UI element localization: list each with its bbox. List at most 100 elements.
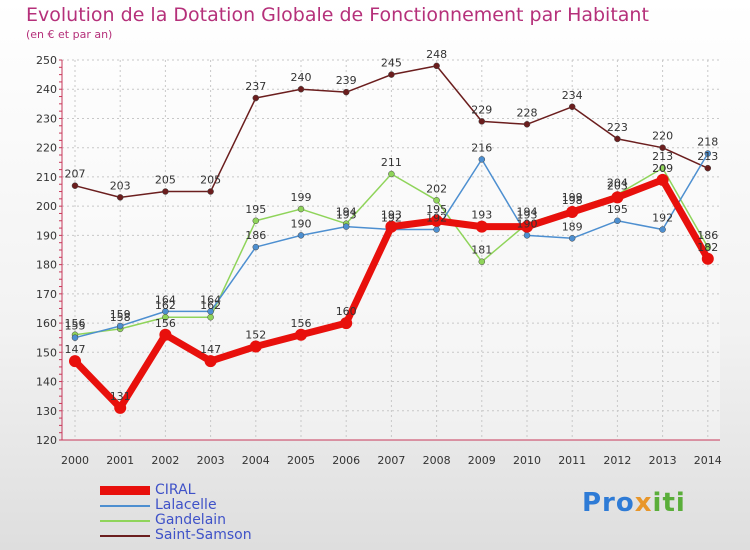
point-gandelain-2003 (207, 313, 214, 321)
point-ciral-2002 (159, 328, 172, 341)
legend-label-saint-samson: Saint-Samson (155, 527, 252, 543)
data-label-gandelain-2003: 162 (200, 299, 221, 312)
y-tick-label-120: 120 (36, 434, 57, 447)
point-gandelain-2009 (478, 258, 486, 265)
point-lalacelle-2001 (116, 322, 124, 330)
data-label-gandelain-2006: 194 (336, 206, 357, 219)
data-label-saint-samson-2006: 239 (336, 74, 357, 87)
data-label-saint-samson-2011: 234 (562, 89, 583, 102)
point-lalacelle-2009 (478, 156, 486, 163)
data-label-ciral-2003: 147 (200, 343, 221, 356)
legend-label-ciral: CIRAL (155, 482, 196, 498)
data-label-lalacelle-2013: 192 (652, 212, 673, 225)
legend-swatch-lalacelle (100, 504, 150, 507)
data-label-ciral-2001: 131 (110, 390, 131, 403)
chart-subtitle: (en € et par an) (26, 28, 113, 41)
point-saint-samson-2007 (388, 71, 395, 78)
data-label-lalacelle-2010: 190 (517, 217, 538, 230)
point-saint-samson-2004 (252, 94, 260, 102)
data-label-lalacelle-2001: 159 (110, 308, 131, 321)
point-ciral-2011 (566, 206, 579, 218)
x-tick-label-2002: 2002 (151, 454, 179, 467)
proxiti-logo: Proxiti (582, 488, 686, 518)
data-label-ciral-2004: 152 (245, 328, 266, 341)
data-label-lalacelle-2005: 190 (291, 217, 312, 230)
data-label-gandelain-2002: 162 (155, 299, 176, 312)
data-label-ciral-2009: 193 (471, 209, 492, 222)
x-tick-label-2012: 2012 (603, 454, 631, 467)
point-lalacelle-2013 (659, 226, 666, 233)
data-label-gandelain-2008: 202 (426, 182, 447, 195)
data-label-lalacelle-2012: 195 (607, 203, 628, 216)
data-label-ciral-2010: 193 (517, 209, 538, 222)
data-label-gandelain-2011: 199 (562, 191, 583, 204)
point-ciral-2008 (430, 214, 443, 227)
point-ciral-2013 (656, 173, 669, 186)
data-label-lalacelle-2003: 164 (200, 293, 221, 306)
data-label-gandelain-2000: 156 (65, 317, 86, 330)
logo-part-3: iti (652, 488, 686, 518)
point-lalacelle-2003 (207, 308, 214, 315)
legend-item-gandelain: Gandelain (100, 513, 252, 528)
point-saint-samson-2003 (207, 188, 214, 195)
data-label-ciral-2014: 182 (697, 241, 718, 254)
logo-part-1: Pro (582, 488, 635, 518)
data-label-lalacelle-2009: 216 (471, 141, 492, 154)
y-tick-label-190: 190 (36, 229, 57, 242)
point-saint-samson-2005 (297, 85, 305, 93)
data-label-gandelain-2009: 181 (471, 244, 492, 257)
data-label-saint-samson-2004: 237 (245, 80, 266, 93)
data-label-lalacelle-2000: 155 (65, 320, 86, 333)
data-label-lalacelle-2014: 218 (697, 136, 718, 149)
x-tick-label-2005: 2005 (287, 454, 315, 467)
point-gandelain-2004 (252, 217, 260, 225)
legend-swatch-gandelain (100, 519, 150, 522)
y-tick-label-230: 230 (36, 112, 57, 125)
data-label-ciral-2011: 198 (562, 194, 583, 207)
x-tick-label-2013: 2013 (649, 454, 677, 467)
legend-swatch-ciral (100, 486, 150, 495)
point-saint-samson-2014 (704, 164, 712, 172)
data-label-gandelain-2012: 204 (607, 176, 628, 189)
x-tick-label-2009: 2009 (468, 454, 496, 467)
data-label-lalacelle-2004: 186 (245, 229, 266, 242)
data-label-lalacelle-2007: 192 (381, 212, 402, 225)
data-label-lalacelle-2002: 164 (155, 293, 176, 306)
legend-swatch-saint-samson (100, 534, 150, 537)
y-tick-label-250: 250 (36, 54, 57, 67)
point-ciral-2005 (295, 328, 307, 341)
point-saint-samson-2000 (71, 182, 79, 189)
x-tick-label-2003: 2003 (197, 454, 225, 467)
point-saint-samson-2012 (614, 135, 621, 143)
point-lalacelle-2008 (433, 226, 440, 233)
data-label-saint-samson-2014: 213 (697, 150, 718, 163)
point-saint-samson-2006 (342, 88, 350, 96)
legend-label-gandelain: Gandelain (155, 512, 227, 528)
data-label-gandelain-2010: 194 (517, 206, 538, 219)
point-ciral-2001 (114, 401, 127, 414)
y-tick-label-220: 220 (36, 142, 57, 155)
point-ciral-2014 (701, 252, 714, 265)
data-label-saint-samson-2005: 240 (291, 71, 312, 84)
data-label-ciral-2013: 209 (652, 162, 673, 175)
x-tick-label-2001: 2001 (106, 454, 134, 467)
data-label-saint-samson-2007: 245 (381, 57, 402, 70)
y-tick-label-150: 150 (36, 346, 57, 359)
point-saint-samson-2010 (523, 121, 531, 128)
data-label-gandelain-2013: 213 (652, 150, 673, 163)
x-tick-label-2014: 2014 (694, 454, 722, 467)
point-lalacelle-2005 (297, 232, 305, 239)
legend-label-lalacelle: Lalacelle (155, 497, 217, 513)
point-ciral-2003 (204, 355, 217, 368)
point-gandelain-2007 (388, 170, 395, 178)
data-label-ciral-2012: 203 (607, 179, 628, 192)
point-gandelain-2013 (659, 164, 666, 172)
y-tick-label-160: 160 (36, 317, 57, 330)
x-tick-label-2008: 2008 (423, 454, 451, 467)
point-ciral-2007 (385, 220, 398, 233)
point-lalacelle-2004 (252, 243, 260, 251)
data-label-ciral-2002: 156 (155, 317, 176, 330)
y-tick-label-140: 140 (36, 376, 57, 389)
